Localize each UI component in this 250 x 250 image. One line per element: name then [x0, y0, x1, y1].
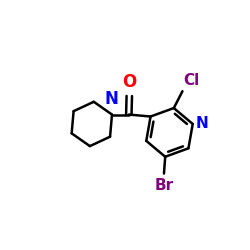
- Text: Br: Br: [154, 178, 174, 193]
- Text: N: N: [104, 90, 118, 108]
- Text: Cl: Cl: [183, 73, 200, 88]
- Text: N: N: [196, 116, 209, 131]
- Text: O: O: [122, 73, 136, 91]
